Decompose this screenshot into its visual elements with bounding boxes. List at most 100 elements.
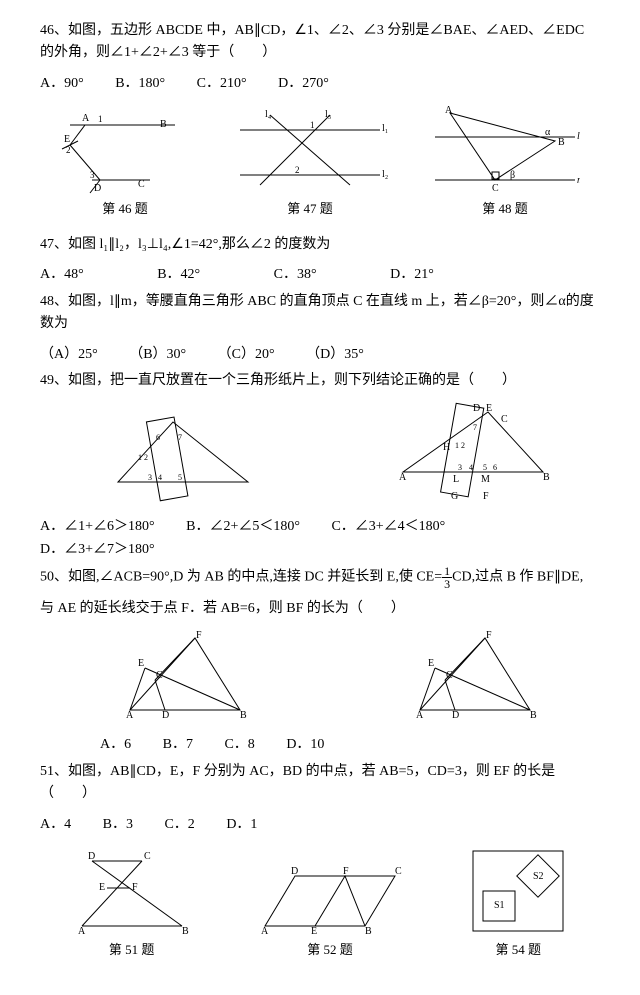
svg-text:E: E [99, 882, 105, 893]
svg-text:l: l [577, 131, 580, 142]
svg-text:A: A [416, 710, 424, 720]
q47-text: 47、如图 l₁∥l₂，l₃⊥l₄,∠1=42°,那么∠2 的度数为 [40, 234, 600, 256]
svg-text:3: 3 [90, 170, 95, 180]
q50-opt-a: A．6 [100, 734, 131, 756]
svg-text:F: F [483, 491, 489, 502]
svg-text:l₁: l₁ [382, 123, 388, 134]
svg-text:3: 3 [458, 463, 462, 472]
q48-opt-b: （B）30° [129, 344, 186, 366]
svg-text:1: 1 [455, 441, 459, 450]
svg-text:B: B [558, 137, 565, 148]
fig50a: A B D C E F [120, 630, 250, 720]
fig47: l₁ l₂ l₃ l₄ 1 2 [230, 105, 390, 195]
q49-options: A．∠1+∠6＞180° B．∠2+∠5＜180° C．∠3+∠4＜180° D… [40, 516, 600, 561]
q51-options: A．4 B．3 C．2 D．1 [40, 814, 600, 836]
svg-text:D: D [291, 866, 298, 877]
q48-opt-a: （A）25° [40, 344, 98, 366]
q48-opt-c: （C）20° [218, 344, 275, 366]
svg-text:5: 5 [483, 463, 487, 472]
fig46-label: 第 46 题 [60, 199, 190, 220]
svg-text:m: m [577, 175, 580, 186]
q51-opt-a: A．4 [40, 814, 71, 836]
svg-text:2: 2 [144, 453, 148, 462]
q51-opt-c: C．2 [164, 814, 194, 836]
svg-text:B: B [160, 119, 167, 130]
svg-text:A: A [78, 926, 86, 936]
fig48-label: 第 48 题 [430, 199, 580, 220]
svg-text:B: B [240, 710, 247, 720]
fig47-label: 第 47 题 [230, 199, 390, 220]
q49-text: 49、如图，把一直尺放置在一个三角形纸片上，则下列结论正确的是（ ） [40, 370, 600, 392]
svg-text:D: D [88, 851, 95, 862]
svg-text:C: C [492, 183, 499, 194]
q48-text: 48、如图，l∥m，等腰直角三角形 ABC 的直角顶点 C 在直线 m 上，若∠… [40, 291, 600, 336]
svg-text:2: 2 [295, 165, 300, 175]
svg-text:4: 4 [469, 463, 473, 472]
q50-text3: 与 AE 的延长线交于点 F．若 AB=6，则 BF 的长为（ ） [40, 598, 600, 620]
svg-text:L: L [453, 474, 459, 485]
q51-text: 51、如图，AB∥CD，E，F 分别为 AC，BD 的中点，若 AB=5，CD=… [40, 761, 600, 806]
fig51-label: 第 51 题 [72, 940, 192, 961]
svg-text:B: B [365, 926, 372, 936]
q46-text: 46、如图，五边形 ABCDE 中，AB∥CD，∠1、∠2、∠3 分别是∠BAE… [40, 20, 600, 65]
svg-text:C: C [395, 866, 402, 877]
fig52-label: 第 52 题 [255, 940, 405, 961]
fig50b: A B D C E F [410, 630, 540, 720]
svg-text:C: C [501, 414, 508, 425]
svg-text:F: F [196, 630, 202, 641]
svg-text:7: 7 [178, 433, 182, 442]
q51-opt-d: D．1 [226, 814, 257, 836]
q50-options: A．6 B．7 C．8 D．10 [100, 734, 600, 756]
svg-text:E: E [138, 658, 144, 669]
q51-opt-b: B．3 [103, 814, 133, 836]
svg-text:β: β [510, 170, 515, 181]
q47-opt-a: A．48° [40, 264, 84, 286]
svg-text:A: A [126, 710, 134, 720]
svg-text:D: D [162, 710, 169, 720]
svg-text:C: C [144, 851, 151, 862]
svg-text:l₃: l₃ [325, 109, 331, 120]
svg-text:E: E [64, 134, 70, 145]
svg-text:6: 6 [493, 463, 497, 472]
svg-text:A: A [445, 105, 453, 116]
fig54: S1 S2 [468, 846, 568, 936]
svg-text:B: B [182, 926, 189, 936]
svg-text:A: A [82, 113, 90, 124]
svg-text:D: D [452, 710, 459, 720]
svg-text:C: C [156, 670, 163, 681]
svg-text:6: 6 [156, 433, 160, 442]
svg-text:E: E [428, 658, 434, 669]
q49-opt-c: C．∠3+∠4＜180° [331, 516, 445, 538]
svg-text:C: C [446, 670, 453, 681]
svg-text:S2: S2 [533, 871, 544, 882]
svg-text:B: B [530, 710, 537, 720]
q46-opt-a: A．90° [40, 73, 84, 95]
svg-text:7: 7 [473, 423, 477, 432]
q47-opt-b: B．42° [157, 264, 200, 286]
svg-text:F: F [486, 630, 492, 641]
fig49b: A B C E D H G F L M 1 2 7 3 4 5 6 [393, 402, 553, 502]
q50-opt-b: B．7 [163, 734, 193, 756]
svg-text:S1: S1 [494, 900, 505, 911]
fig54-label: 第 54 题 [468, 940, 568, 961]
fig51: D C A B E F [72, 846, 192, 936]
svg-text:G: G [451, 491, 458, 502]
svg-text:4: 4 [158, 473, 162, 482]
q49-opt-d: D．∠3+∠7＞180° [40, 539, 155, 561]
svg-text:H: H [443, 442, 450, 453]
q49-opt-b: B．∠2+∠5＜180° [186, 516, 300, 538]
q50-opt-d: D．10 [286, 734, 324, 756]
svg-text:1: 1 [138, 453, 142, 462]
q49-opt-a: A．∠1+∠6＞180° [40, 516, 155, 538]
svg-text:F: F [343, 866, 349, 877]
svg-text:α: α [545, 127, 551, 138]
q48-opt-d: （D）35° [306, 344, 364, 366]
q46-opt-d: D．270° [278, 73, 329, 95]
figrow-46-47-48: A B E D C 1 2 3 第 46 题 l₁ l₂ l₃ l₄ 1 2 第 [40, 105, 600, 220]
q46-opt-b: B．180° [115, 73, 165, 95]
q46-opt-c: C．210° [197, 73, 247, 95]
svg-text:E: E [486, 403, 492, 414]
svg-text:5: 5 [178, 473, 182, 482]
svg-text:l₂: l₂ [382, 169, 388, 180]
q47-options: A．48° B．42° C．38° D．21° [40, 264, 600, 286]
